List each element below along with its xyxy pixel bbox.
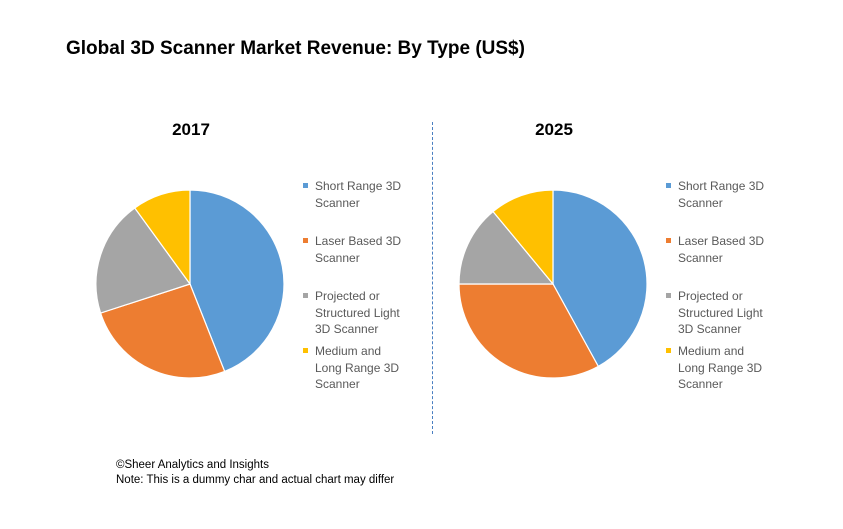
pie-slice-medium-and-long-range-3d-scanner <box>133 189 191 286</box>
legend-item: Projected or Structured Light 3D Scanner <box>666 288 776 343</box>
legend-swatch <box>666 183 671 188</box>
disclaimer-text: Note: This is a dummy char and actual ch… <box>116 474 395 486</box>
legend-swatch <box>666 293 671 298</box>
legend-label: Medium and Long Range 3D Scanner <box>678 344 763 391</box>
legend-swatch <box>666 348 671 353</box>
legend-swatch <box>303 348 308 353</box>
legend-label: Short Range 3D Scanner <box>678 179 765 210</box>
chart-panel-2025: 2025 Short Range 3D Scanner Laser Based … <box>363 0 783 440</box>
pie-slice-laser-based-3d-scanner <box>458 283 600 379</box>
legend-label: Projected or Structured Light 3D Scanner <box>678 289 763 336</box>
legend-item: Projected or Structured Light 3D Scanner <box>303 288 413 343</box>
legend-item: Short Range 3D Scanner <box>666 178 776 233</box>
legend-swatch <box>666 238 671 243</box>
pie-slice-projected-or-structured-light-3d-scanner <box>95 207 191 314</box>
chart-panel-2017: 2017 Short Range 3D Scanner Laser Based … <box>0 0 420 440</box>
pie-title-2025: 2025 <box>535 120 573 139</box>
legend-label: Laser Based 3D Scanner <box>315 234 402 265</box>
legend-swatch <box>303 293 308 298</box>
legend-label: Projected or Structured Light 3D Scanner <box>315 289 400 336</box>
legend-label: Short Range 3D Scanner <box>315 179 402 210</box>
pie-chart-2017 <box>95 189 285 379</box>
legend-swatch <box>303 238 308 243</box>
legend-2025: Short Range 3D Scanner Laser Based 3D Sc… <box>666 178 776 398</box>
legend-swatch <box>303 183 308 188</box>
legend-item: Medium and Long Range 3D Scanner <box>666 343 776 398</box>
pie-slice-laser-based-3d-scanner <box>99 283 226 379</box>
pie-slice-medium-and-long-range-3d-scanner <box>492 189 554 286</box>
pie-chart-2025 <box>458 189 648 379</box>
legend-item: Short Range 3D Scanner <box>303 178 413 233</box>
legend-2017: Short Range 3D Scanner Laser Based 3D Sc… <box>303 178 413 398</box>
pie-slice-projected-or-structured-light-3d-scanner <box>458 210 555 285</box>
pie-title-2017: 2017 <box>172 120 210 139</box>
legend-label: Medium and Long Range 3D Scanner <box>315 344 400 391</box>
panel-divider <box>432 122 433 434</box>
chart-title: Global 3D Scanner Market Revenue: By Typ… <box>66 38 525 59</box>
pie-slice-short-range-3d-scanner <box>552 189 648 368</box>
pie-slice-short-range-3d-scanner <box>189 189 285 373</box>
legend-label: Laser Based 3D Scanner <box>678 234 765 265</box>
legend-item: Laser Based 3D Scanner <box>303 233 413 288</box>
legend-item: Medium and Long Range 3D Scanner <box>303 343 413 398</box>
footer: ©Sheer Analytics and Insights Note: This… <box>116 458 394 488</box>
legend-item: Laser Based 3D Scanner <box>666 233 776 288</box>
copyright-text: ©Sheer Analytics and Insights <box>116 459 269 471</box>
